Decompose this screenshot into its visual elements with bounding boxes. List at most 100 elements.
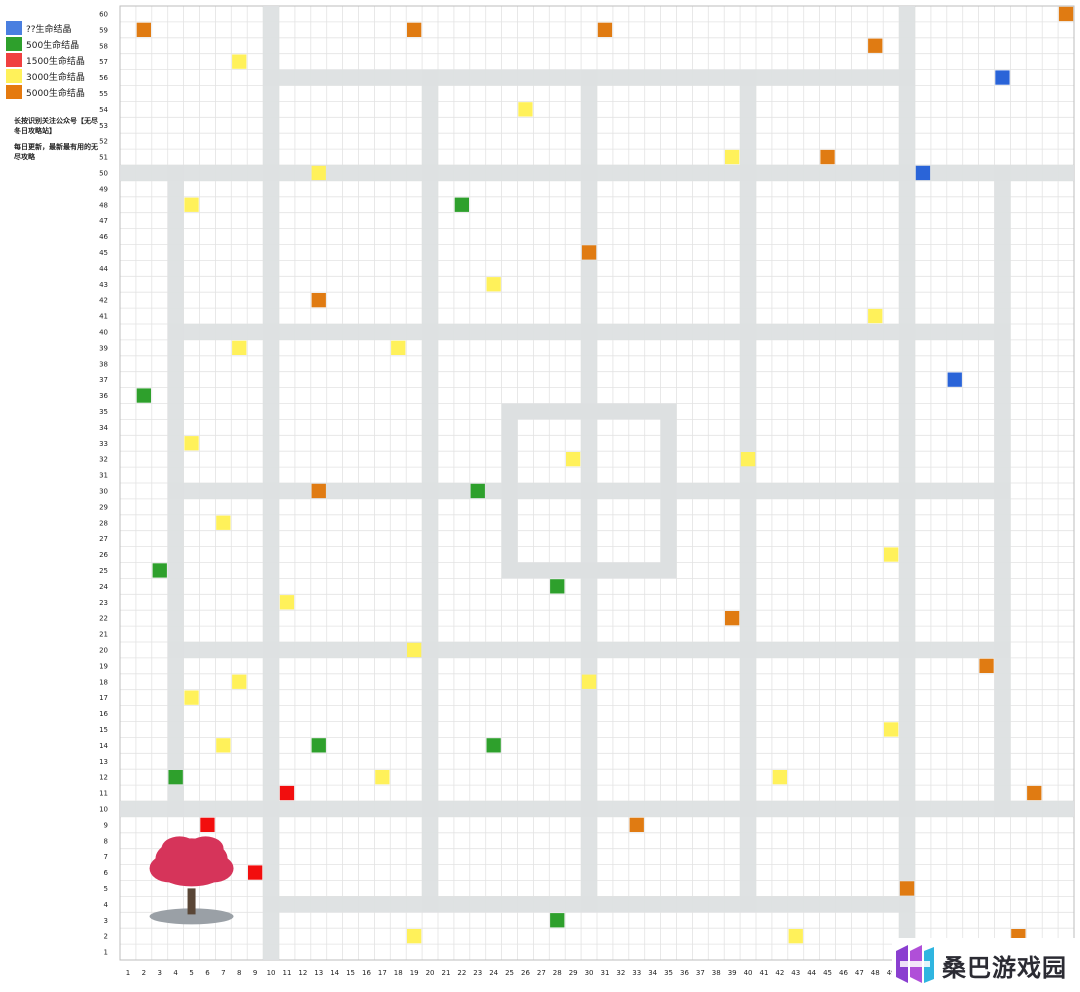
x-tick-label: 6 (205, 969, 210, 977)
crystal-marker-orange (136, 22, 151, 37)
x-tick-label: 10 (267, 969, 276, 977)
crystal-marker-yellow (518, 102, 533, 117)
legend-item: 500生命结晶 (6, 36, 116, 52)
road-vertical (422, 69, 438, 913)
x-tick-label: 33 (632, 969, 641, 977)
crystal-marker-green (454, 197, 469, 212)
y-tick-label: 20 (99, 646, 108, 654)
x-tick-label: 45 (823, 969, 832, 977)
y-tick-label: 21 (99, 631, 108, 639)
roads (120, 6, 1074, 960)
tree-canopy (187, 836, 224, 861)
legend-item: 1500生命结晶 (6, 52, 116, 68)
y-tick-label: 30 (99, 487, 108, 495)
x-tick-label: 32 (616, 969, 625, 977)
crystal-marker-orange (581, 245, 597, 260)
crystal-marker-yellow (311, 165, 326, 181)
x-tick-label: 11 (282, 969, 291, 977)
crystal-marker-orange (868, 38, 883, 53)
y-tick-label: 8 (104, 837, 108, 845)
crystal-marker-yellow (216, 515, 231, 530)
road-vertical (994, 165, 1011, 817)
x-tick-label: 2 (142, 969, 146, 977)
y-tick-label: 54 (99, 106, 108, 114)
tree-canopy (161, 836, 198, 861)
update-note: 每日更新，最新最有用的无尽攻略 (14, 142, 98, 161)
y-tick-label: 44 (99, 265, 108, 273)
y-tick-label: 2 (104, 933, 108, 941)
crystal-marker-yellow (184, 197, 199, 212)
y-tick-label: 52 (99, 138, 108, 146)
crystal-marker-yellow (772, 770, 787, 785)
x-tick-label: 30 (585, 969, 594, 977)
crystal-marker-blue (947, 372, 962, 387)
x-tick-label: 42 (775, 969, 784, 977)
y-tick-label: 13 (99, 758, 108, 766)
y-tick-label: 23 (99, 599, 108, 607)
x-tick-label: 7 (221, 969, 225, 977)
crystal-marker-yellow (232, 54, 247, 69)
y-tick-label: 18 (99, 678, 108, 686)
x-tick-label: 4 (173, 969, 178, 977)
x-tick-label: 23 (473, 969, 482, 977)
y-tick-label: 57 (99, 58, 108, 66)
x-tick-label: 12 (298, 969, 307, 977)
crystal-marker-yellow (486, 277, 501, 292)
x-tick-label: 19 (410, 969, 419, 977)
y-tick-label: 46 (99, 233, 108, 241)
x-tick-label: 1 (126, 969, 130, 977)
y-tick-label: 55 (99, 90, 108, 98)
y-tick-label: 9 (104, 821, 108, 829)
y-tick-label: 38 (99, 360, 108, 368)
y-tick-label: 15 (99, 726, 108, 734)
crystal-marker-orange (820, 149, 835, 165)
tree-icon (149, 836, 234, 925)
y-tick-label: 27 (99, 535, 108, 543)
crystal-marker-yellow (740, 452, 756, 467)
crystal-marker-yellow (391, 340, 406, 355)
y-tick-label: 35 (99, 408, 108, 416)
x-tick-label: 36 (680, 969, 689, 977)
crystal-marker-orange (725, 611, 740, 626)
x-tick-label: 40 (744, 969, 753, 977)
y-tick-label: 51 (99, 154, 108, 162)
y-tick-label: 32 (99, 456, 108, 464)
y-tick-label: 37 (99, 376, 108, 384)
crystal-marker-yellow (788, 929, 803, 944)
crystal-marker-yellow (884, 547, 899, 562)
crystal-marker-yellow (868, 308, 883, 324)
road-vertical (263, 6, 279, 960)
brand-logo-icon (896, 945, 934, 983)
crystal-marker-orange (899, 881, 915, 896)
x-tick-label: 43 (791, 969, 800, 977)
crystal-marker-yellow (884, 722, 899, 737)
crystal-marker-green (470, 483, 485, 499)
legend-item: ??生命结晶 (6, 20, 116, 36)
y-tick-label: 60 (99, 10, 108, 18)
crystal-marker-yellow (232, 340, 247, 355)
x-tick-label: 46 (839, 969, 848, 977)
y-tick-label: 34 (99, 424, 108, 432)
crystal-marker-orange (979, 658, 994, 673)
y-tick-label: 28 (99, 519, 108, 527)
crystal-marker-yellow (375, 770, 390, 785)
legend-swatch (6, 69, 22, 83)
x-tick-label: 5 (189, 969, 193, 977)
crystal-marker-orange (311, 293, 326, 308)
central-square-road (501, 403, 677, 579)
road-vertical (581, 69, 597, 913)
y-tick-label: 14 (99, 742, 108, 750)
x-tick-label: 21 (441, 969, 450, 977)
x-tick-label: 28 (553, 969, 562, 977)
y-tick-label: 5 (104, 885, 108, 893)
x-tick-label: 14 (330, 969, 339, 977)
crystal-marker-red (279, 785, 295, 801)
crystal-marker-yellow (184, 690, 199, 705)
y-tick-label: 17 (99, 694, 108, 702)
crystal-marker-blue (995, 70, 1010, 85)
x-tick-label: 39 (728, 969, 737, 977)
crystal-marker-green (136, 388, 151, 403)
y-tick-label: 39 (99, 344, 108, 352)
y-tick-label: 43 (99, 281, 108, 289)
y-tick-label: 59 (99, 26, 108, 34)
